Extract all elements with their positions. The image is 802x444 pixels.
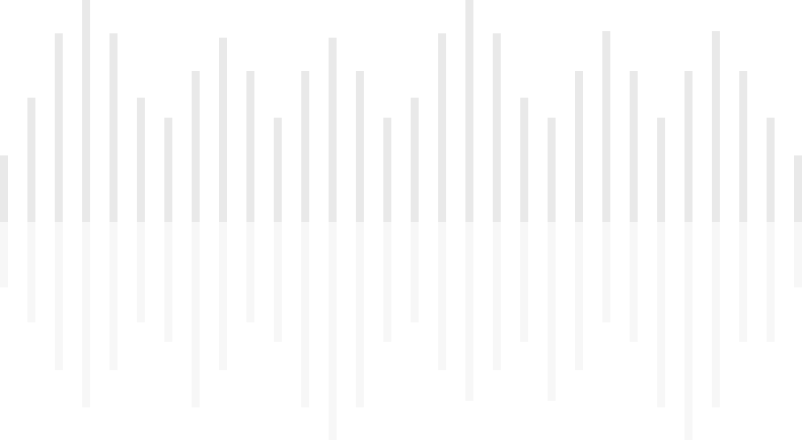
waveform-bar — [54, 33, 63, 222]
waveform-reflection-bar — [109, 222, 118, 371]
waveform-bar — [109, 33, 118, 222]
waveform-reflection-bar — [219, 222, 227, 371]
waveform-bar — [520, 97, 529, 222]
waveform-reflection-bars — [0, 222, 802, 440]
waveform-reflection-bar — [246, 222, 255, 323]
waveform-reflection-bar — [602, 222, 611, 323]
waveform-bar — [766, 117, 775, 222]
waveform-bar — [273, 117, 282, 222]
waveform-bar — [0, 155, 8, 222]
waveform-reflection-bar — [301, 222, 310, 408]
waveform-reflection-bar — [629, 222, 638, 342]
waveform-bar — [301, 71, 310, 222]
waveform-reflection-bar — [410, 222, 419, 323]
waveform-reflection-bar — [794, 222, 802, 288]
waveform-bar — [465, 0, 474, 222]
waveform-reflection-bar — [82, 222, 91, 408]
waveform-bar — [82, 0, 91, 222]
waveform-bar — [575, 71, 583, 222]
waveform-bar — [328, 37, 337, 223]
waveform-reflection-bar — [766, 222, 775, 342]
waveform-reflection-bar — [438, 222, 447, 371]
waveform-reflection-bar — [328, 222, 337, 440]
waveform-bar — [711, 31, 720, 222]
waveform-reflection-bar — [711, 222, 720, 408]
waveform-reflection-bar — [136, 222, 145, 323]
waveform-reflection-bar — [492, 222, 501, 371]
waveform-bar — [602, 31, 611, 222]
waveform-bar — [164, 117, 173, 222]
waveform-reflection-bar — [273, 222, 282, 342]
waveform-reflection-bar — [0, 222, 8, 288]
waveform-reflection-bar — [575, 222, 583, 371]
waveform-bar — [438, 33, 447, 222]
waveform-reflection-bar — [520, 222, 529, 342]
waveform-reflection-bar — [355, 222, 364, 408]
waveform-bar — [657, 117, 666, 222]
waveform-bar — [547, 117, 556, 222]
waveform-reflection-bar — [465, 222, 474, 401]
waveform-reflection-bar — [739, 222, 748, 342]
waveform-bar — [629, 71, 638, 222]
waveform-reflection-bar — [547, 222, 556, 401]
waveform-bar — [739, 71, 748, 222]
waveform-bar — [383, 117, 392, 222]
waveform-reflection-bar — [27, 222, 36, 323]
waveform-bar — [794, 155, 802, 222]
waveform-reflection-bar — [54, 222, 63, 371]
waveform-reflection-bar — [657, 222, 666, 408]
waveform-bar — [410, 97, 419, 222]
waveform-bar — [136, 97, 145, 222]
waveform-bar — [27, 97, 36, 222]
waveform-bar — [684, 71, 693, 222]
waveform-bar — [191, 71, 200, 222]
waveform-reflection-bar — [684, 222, 693, 440]
waveform-upper-bars — [0, 0, 802, 223]
waveform-bar — [492, 33, 501, 222]
waveform-bar — [355, 71, 364, 222]
waveform-reflection-bar — [383, 222, 392, 342]
waveform-bar — [219, 37, 227, 223]
waveform-reflection-bar — [164, 222, 173, 342]
waveform-reflection-bar — [191, 222, 200, 408]
waveform-bar — [246, 71, 255, 222]
